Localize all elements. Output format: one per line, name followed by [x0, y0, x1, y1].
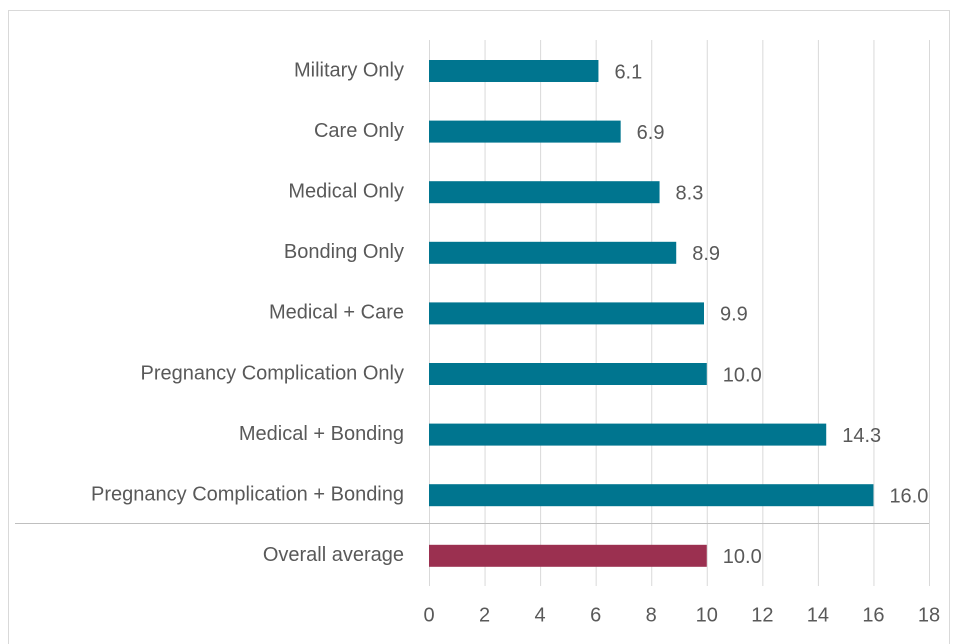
y-tick-label: Military Only: [294, 59, 404, 81]
value-label: 6.9: [637, 122, 665, 144]
bar: [429, 423, 827, 446]
value-label: 9.9: [720, 304, 748, 326]
x-tick-label: 4: [535, 604, 546, 626]
y-tick-label: Medical + Care: [269, 302, 404, 324]
bar: [429, 181, 660, 204]
chart-frame: [8, 10, 950, 644]
value-label: 10.0: [723, 364, 762, 386]
bar: [429, 484, 874, 507]
value-label: 6.1: [614, 61, 642, 83]
bar: [429, 241, 677, 264]
y-tick-label: Overall average: [263, 544, 404, 566]
value-label: 8.3: [676, 182, 704, 204]
y-tick-label: Pregnancy Complication Only: [141, 362, 404, 384]
value-label: 10.0: [723, 546, 762, 568]
x-tick-label: 16: [862, 604, 884, 626]
x-tick-label: 2: [479, 604, 490, 626]
x-tick-label: 8: [646, 604, 657, 626]
bar: [429, 363, 707, 385]
y-tick-label: Medical + Bonding: [239, 423, 404, 445]
x-tick-label: 0: [423, 604, 434, 626]
bar: [429, 544, 707, 567]
bar: [429, 60, 599, 82]
marks: Military Only 6.1 Care Only 6.9 Medical Only…: [91, 59, 928, 568]
y-tick-label: Care Only: [314, 120, 404, 142]
y-tick-label: Bonding Only: [284, 241, 404, 263]
y-tick-label: Pregnancy Complication + Bonding: [91, 483, 404, 505]
x-tick-label: 14: [807, 604, 829, 626]
y-tick-label: Medical Only: [288, 180, 404, 202]
x-tick-label: 6: [590, 604, 601, 626]
value-label: 8.9: [692, 243, 720, 265]
x-tick-label: 12: [751, 604, 773, 626]
x-tick-label: 18: [918, 604, 940, 626]
value-label: 14.3: [842, 425, 881, 447]
value-label: 16.0: [889, 485, 928, 507]
x-tick-label: 10: [696, 604, 718, 626]
bar: [429, 302, 704, 325]
bar: [429, 120, 621, 143]
